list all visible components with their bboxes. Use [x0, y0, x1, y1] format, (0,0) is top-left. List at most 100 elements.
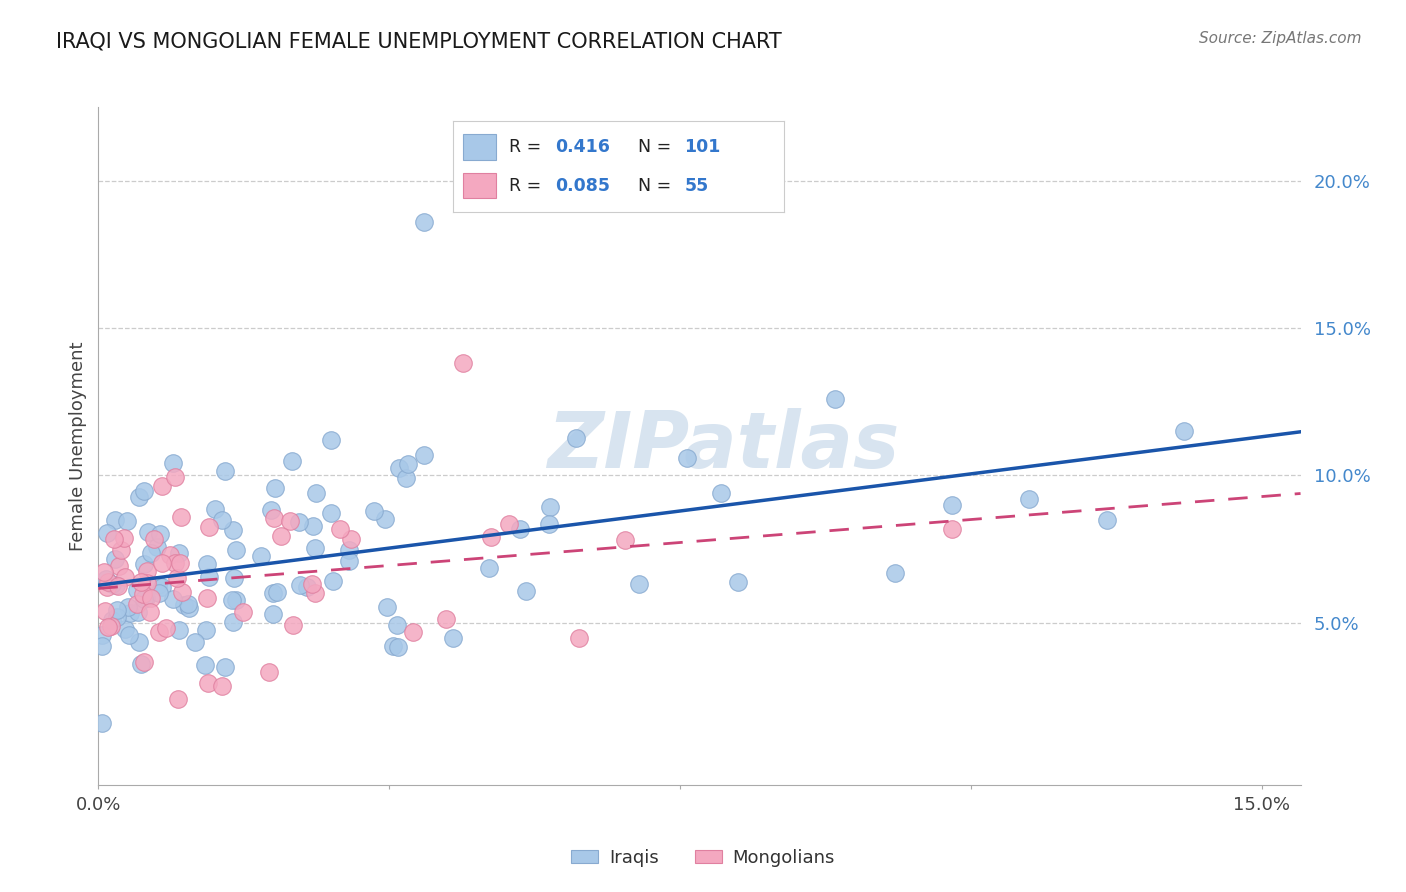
Point	[263, 585, 285, 599]
Point	[565, 431, 588, 445]
Point	[281, 618, 304, 632]
Point	[398, 457, 420, 471]
Point	[266, 585, 288, 599]
Point	[149, 527, 172, 541]
Point	[538, 517, 561, 532]
Point	[478, 561, 501, 575]
Legend: Iraqis, Mongolians: Iraqis, Mongolians	[564, 842, 842, 874]
Point	[387, 618, 409, 632]
Text: Source: ZipAtlas.com: Source: ZipAtlas.com	[1198, 31, 1361, 46]
Point	[1095, 513, 1118, 527]
Point	[884, 566, 907, 581]
Point	[94, 603, 117, 617]
Point	[105, 602, 128, 616]
Point	[94, 573, 117, 587]
Point	[194, 623, 217, 637]
Point	[177, 597, 200, 611]
Point	[184, 635, 207, 649]
Point	[337, 543, 360, 558]
Point	[104, 513, 127, 527]
Point	[159, 548, 181, 562]
Point	[114, 570, 136, 584]
Point	[377, 599, 399, 614]
Point	[101, 613, 124, 627]
Point	[96, 525, 118, 540]
Point	[402, 625, 425, 640]
Point	[614, 533, 637, 547]
Point	[198, 570, 221, 584]
Point	[225, 593, 247, 607]
Point	[169, 546, 191, 560]
Point	[97, 620, 120, 634]
Point	[412, 448, 434, 462]
Point	[134, 484, 156, 499]
Point	[139, 605, 162, 619]
Point	[249, 549, 271, 563]
Point	[150, 479, 173, 493]
Point	[321, 506, 343, 520]
Point	[107, 579, 129, 593]
Point	[195, 591, 218, 605]
Text: IRAQI VS MONGOLIAN FEMALE UNEMPLOYMENT CORRELATION CHART: IRAQI VS MONGOLIAN FEMALE UNEMPLOYMENT C…	[56, 31, 782, 51]
Point	[257, 665, 280, 679]
Point	[148, 585, 170, 599]
Point	[150, 580, 173, 594]
Point	[104, 552, 127, 566]
Point	[498, 517, 520, 532]
Point	[824, 392, 846, 406]
Point	[221, 615, 243, 629]
Point	[127, 582, 149, 597]
Point	[170, 509, 193, 524]
Text: ZIPatlas: ZIPatlas	[547, 408, 900, 484]
Point	[97, 575, 120, 590]
Point	[382, 639, 405, 653]
Point	[93, 565, 115, 579]
Point	[288, 515, 311, 529]
Point	[727, 575, 749, 590]
Point	[319, 433, 342, 447]
Point	[479, 530, 502, 544]
Point	[162, 591, 184, 606]
Point	[264, 481, 287, 495]
Point	[117, 599, 139, 614]
Point	[118, 606, 141, 620]
Point	[301, 576, 323, 591]
Point	[104, 577, 127, 591]
Point	[509, 523, 531, 537]
Point	[195, 557, 218, 571]
Point	[172, 584, 194, 599]
Point	[194, 658, 217, 673]
Point	[155, 622, 177, 636]
Point	[322, 574, 344, 589]
Point	[538, 500, 561, 514]
Point	[118, 627, 141, 641]
Point	[103, 532, 125, 546]
Point	[451, 356, 474, 370]
Point	[337, 554, 360, 568]
Point	[135, 575, 157, 590]
Point	[1173, 424, 1195, 438]
Point	[129, 657, 152, 671]
Point	[146, 578, 169, 592]
Point	[167, 623, 190, 637]
Point	[107, 610, 129, 624]
Point	[167, 692, 190, 706]
Point	[214, 660, 236, 674]
Y-axis label: Female Unemployment: Female Unemployment	[69, 342, 87, 550]
Point	[112, 531, 135, 545]
Point	[374, 511, 396, 525]
Point	[148, 625, 170, 640]
Point	[329, 522, 352, 536]
Point	[568, 631, 591, 645]
Point	[132, 587, 155, 601]
Point	[710, 485, 733, 500]
Point	[305, 486, 328, 500]
Point	[146, 540, 169, 554]
Point	[363, 504, 385, 518]
Point	[163, 469, 186, 483]
Point	[676, 450, 699, 465]
Point	[295, 580, 318, 594]
Point	[388, 461, 411, 475]
Point	[173, 598, 195, 612]
Point	[114, 622, 136, 636]
